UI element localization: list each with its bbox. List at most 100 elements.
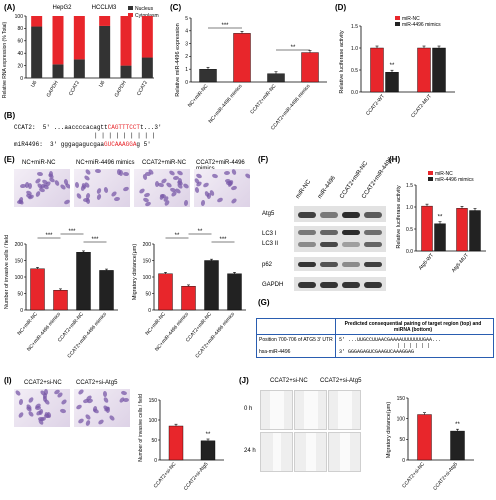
panel-g-table: Predicted consequential pairing of targe… bbox=[256, 318, 494, 358]
wound-gap bbox=[303, 391, 318, 429]
blot-lane-label: miR-NC bbox=[295, 179, 313, 200]
cell-stain bbox=[216, 196, 224, 203]
panel-d-xtick-label: CCAT2-MUT bbox=[410, 93, 433, 119]
blot-band bbox=[342, 282, 360, 288]
panel-j-ytick-label: 100 bbox=[397, 416, 406, 422]
panel-g-header: Predicted consequential pairing of targe… bbox=[344, 321, 482, 333]
panel-h-bar bbox=[421, 205, 433, 252]
panel-e-migration-xtick-label: CCAT2+miR-4496 mimics bbox=[194, 311, 236, 359]
panel-i-ytick-label: 50 bbox=[151, 438, 157, 444]
panel-j-xtick-label: CCAT2+si-NC bbox=[401, 461, 426, 489]
panel-b-mir-site: GUCAAAGGA bbox=[104, 141, 137, 148]
panel-b-ccat2-suffix: t...3' bbox=[140, 124, 162, 131]
panel-h-legend-swatch-nc bbox=[428, 171, 433, 175]
panel-c-sig-stars: *** bbox=[221, 23, 229, 29]
panel-e-migration-xtick-label: NC+miR-NC bbox=[144, 311, 167, 337]
panel-e-invasion-bar bbox=[30, 268, 45, 311]
panel-i-ylabel: Number of invasive cells / field bbox=[138, 394, 144, 462]
panel-b-ccat2-prefix: CCAT2: 5' ...aaccccacagtt bbox=[14, 124, 108, 131]
panel-d-bar bbox=[370, 47, 384, 93]
cell-stain bbox=[176, 169, 184, 176]
cell-stain bbox=[60, 398, 68, 406]
panel-c-sig-stars: ** bbox=[291, 45, 296, 51]
panel-e-migration-bar bbox=[227, 273, 242, 311]
panel-a-ylabel: Relative RNA expression (% Total) bbox=[2, 22, 8, 99]
panel-d-legend-swatch-nc bbox=[395, 16, 400, 20]
panel-e-micrograph-1 bbox=[14, 169, 70, 207]
panel-d-ytick-label: 0.0 bbox=[351, 90, 358, 96]
cell-stain bbox=[230, 197, 238, 205]
panel-a-legend-swatch-nucleus bbox=[128, 6, 133, 10]
panel-e-migration-bar bbox=[181, 286, 196, 311]
panel-c-bar bbox=[199, 68, 217, 83]
panel-c-bar bbox=[233, 33, 251, 83]
blot-band bbox=[342, 212, 360, 218]
wound-image bbox=[328, 390, 361, 430]
cell-stain bbox=[102, 390, 107, 398]
cell-stain bbox=[18, 398, 24, 406]
panel-c-ytick-label: 1 bbox=[185, 67, 188, 73]
panel-e-invasion-xtick-label: NC+miR-NC bbox=[16, 311, 39, 337]
panel-e-micrograph-3 bbox=[134, 169, 190, 207]
cell-stain bbox=[59, 408, 67, 415]
cell-stain bbox=[17, 198, 25, 206]
panel-c-xtick-label: CCAT2+miR-4496 mimics bbox=[270, 83, 312, 131]
cell-stain bbox=[77, 417, 85, 425]
panel-d-ytick-label: 0.5 bbox=[351, 68, 358, 74]
blot-band bbox=[320, 262, 338, 267]
panel-g-row2-seq: 3' GGGAGAGUCGAAGUCAAAGGAG bbox=[339, 349, 415, 355]
panel-i-xtick-label: CCAT2+si-Atg5 bbox=[183, 461, 210, 491]
panel-a-bar-nucleus bbox=[73, 59, 85, 78]
panel-e-invasion-bar bbox=[99, 270, 114, 311]
cell-stain bbox=[211, 173, 219, 180]
wound-image bbox=[260, 432, 293, 472]
panel-i-micrograph-2 bbox=[74, 389, 130, 427]
cell-stain bbox=[75, 192, 83, 200]
cell-stain bbox=[143, 192, 151, 198]
panel-a-xtick-label: U6 bbox=[30, 80, 39, 89]
panel-h-bar bbox=[469, 210, 481, 252]
panel-e-invasion-ytick-label: 150 bbox=[15, 258, 24, 264]
cell-stain bbox=[94, 169, 102, 174]
cell-stain bbox=[36, 171, 44, 177]
cell-stain bbox=[84, 413, 92, 421]
panel-i-xtick-label: CCAT2+si-NC bbox=[153, 461, 178, 489]
panel-e-invasion-sig-stars: *** bbox=[45, 233, 53, 239]
cell-stain bbox=[103, 396, 110, 404]
panel-a-bar-cytoplasm bbox=[141, 16, 153, 58]
cell-stain bbox=[75, 182, 80, 189]
blot-band bbox=[342, 262, 360, 267]
cell-stain bbox=[43, 413, 51, 419]
panel-d-legend-mimics: miR-4496 mimics bbox=[402, 22, 441, 28]
blot-band bbox=[364, 212, 382, 218]
wound-image bbox=[294, 432, 327, 472]
cell-stain bbox=[120, 390, 128, 396]
blot-label-lc3-i: LC3 I bbox=[262, 231, 277, 237]
panel-i-sig-stars: ** bbox=[206, 432, 211, 438]
blot-band bbox=[364, 262, 382, 267]
panel-i-bar bbox=[168, 425, 184, 461]
panel-h-ytick-label: 1.0 bbox=[406, 205, 413, 211]
panel-a-xtick-label: U6 bbox=[98, 80, 107, 89]
panel-label-b: (B) bbox=[4, 111, 16, 120]
panel-j-sig-stars: ** bbox=[455, 422, 460, 428]
blot-strip bbox=[294, 277, 386, 291]
panel-b-line-ccat2: CCAT2: 5' ...aaccccacagttCAGTTTCCTt...3' bbox=[14, 124, 162, 131]
panel-b-mir-prefix: miR4496: 3' gggagagucgaa bbox=[14, 141, 105, 148]
panel-i-ytick-label: 100 bbox=[149, 418, 158, 424]
panel-h-bar bbox=[456, 208, 468, 252]
cell-stain bbox=[184, 199, 189, 207]
panel-a-ytick-label: 60 bbox=[17, 39, 23, 45]
cell-stain bbox=[108, 414, 116, 423]
panel-g-bars: | | | | | | bbox=[397, 343, 431, 349]
panel-h-legend-swatch-mimics bbox=[428, 177, 433, 181]
cell-stain bbox=[223, 171, 230, 176]
panel-a-ytick-label: 0 bbox=[20, 76, 23, 82]
panel-i-bar bbox=[200, 440, 216, 461]
panel-a-ytick-label: 100 bbox=[15, 14, 24, 20]
panel-c-bar bbox=[301, 52, 319, 83]
cell-stain bbox=[17, 411, 24, 419]
blot-lane-label: miR-4496 bbox=[317, 175, 337, 200]
panel-e-micrograph-2 bbox=[74, 169, 130, 207]
panel-a-bar-nucleus bbox=[120, 65, 132, 78]
